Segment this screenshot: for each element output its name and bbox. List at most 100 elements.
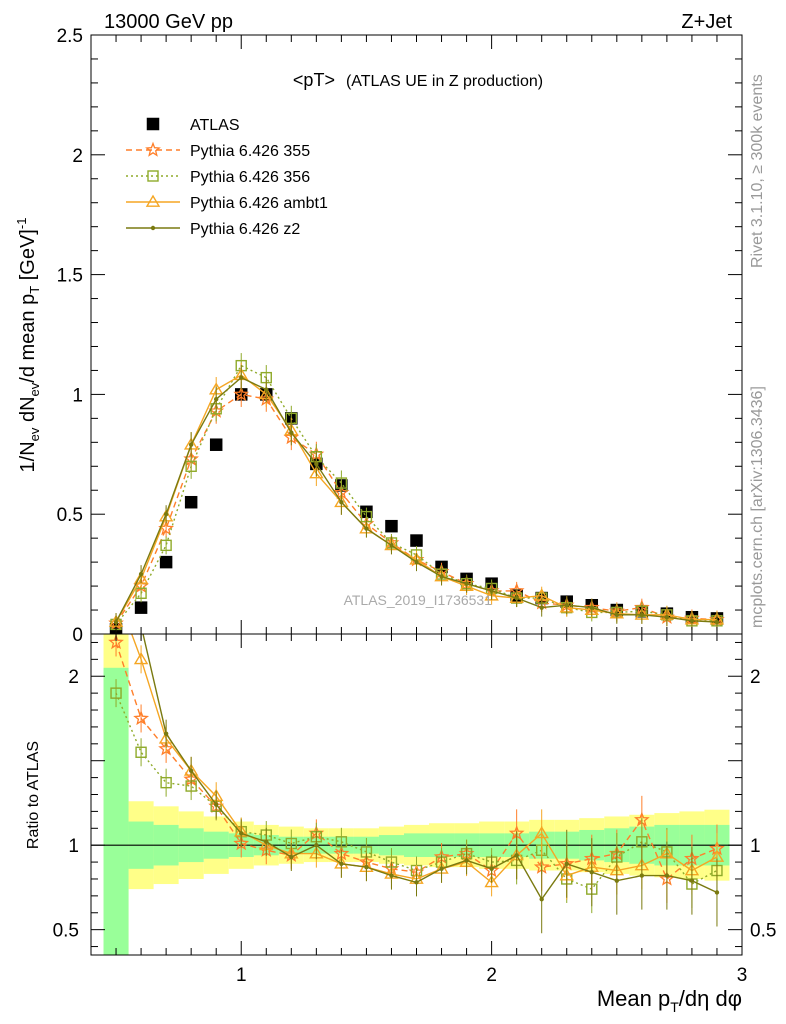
series-1-point [233,386,250,402]
ratio-series-3-point [239,831,244,836]
series-2-point [135,587,147,599]
series-0-point [385,519,398,533]
legend-item-0: ATLAS [146,117,240,134]
legend-item-2: Pythia 6.426 356 [126,169,310,186]
series-4-point [213,396,219,402]
legend-item-3: Pythia 6.426 ambt1 [126,194,328,212]
ratio-series-3-point [489,866,494,872]
side-label-bottom: mcplots.cern.ch [arXiv:1306.3436] [749,386,766,628]
series-2-line [115,364,717,625]
ratio-series-3-point [689,878,695,883]
series-3-line [115,374,717,623]
ratio-series-3-point [213,802,219,807]
ratio-series-2-point [534,825,549,839]
header-right: Z+Jet [681,11,732,33]
ratio-y-tick-label: 2 [68,667,79,688]
series-4-point [514,595,519,601]
main-y-tick-label: 1.5 [57,266,83,287]
series-4-point [589,605,594,610]
main-y-tick-label: 2 [72,146,83,167]
series-4-point [564,603,569,608]
ratio-band-outer [103,634,730,955]
watermark: ATLAS_2019_I1736531 [344,592,493,608]
series-4-point [464,581,469,586]
series-4-point [339,500,344,505]
ratio-series-3-point [639,873,645,878]
series-4-point [364,526,369,531]
x-tick-label: 2 [486,965,497,986]
series-4-point [664,615,670,620]
ratio-series-0-point [108,634,124,650]
main-y-label: 1/Nev dNev/d mean pT [GeV]-1 [14,218,42,473]
main-axes: 0 0.5 1 1.5 2 2.5 [57,26,743,646]
main-y-tick-label: 0.5 [57,505,83,526]
series-4-point [389,543,394,548]
series-4-point [289,430,294,435]
series-4-point [113,619,119,625]
ratio-series-0-point [133,710,150,726]
main-y-tick-label: 0 [72,625,83,646]
series-4-point [188,442,194,447]
ratio-series-1-point [135,746,147,758]
ratio-data-layer [91,634,742,955]
main-y-tick-label: 1 [72,385,83,406]
ratio-series-3-point [589,870,594,875]
ratio-y-tick-label: 1 [68,836,79,857]
series-1-line [115,393,718,624]
ratio-series-3-group [140,634,720,934]
series-0-point [184,495,198,509]
series-4-point [264,387,269,392]
ratio-series-3-point [289,854,294,860]
ratio-band-inner-bin [103,667,129,955]
ratio-series-3-point [714,890,720,895]
ratio-y-tick-label-right: 0.5 [750,921,776,942]
series-4-point [714,619,720,625]
ratio-series-3-point [314,842,319,848]
series-0-point [159,555,173,569]
legend-marker [150,225,156,231]
legend-item-4: Pythia 6.426 z2 [126,221,300,238]
ratio-series-3-point [464,858,469,863]
x-tick-label: 1 [236,965,247,986]
legend-label: ATLAS [190,117,240,134]
ratio-frame [90,633,743,956]
series-4-line [115,376,718,623]
main-title: <pT> [293,70,335,90]
main-plot-panel: 0 0.5 1 1.5 2 2.5 <pT> (ATLAS UE in Z product… [14,26,743,646]
series-4-point [314,461,319,467]
legend-label: Pythia 6.426 356 [190,169,310,186]
legend-marker [147,170,159,182]
ratio-series-1-point [335,836,348,848]
legend-label: Pythia 6.426 355 [190,143,310,160]
ratio-series-3-point [664,873,670,878]
ratio-series-3-point [364,864,369,870]
ratio-series-3-point [339,861,344,866]
legend-item-1: Pythia 6.426 355 [126,141,310,160]
legend: ATLAS Pythia 6.426 355 Pythia 6.426 356 Pyt… [126,117,328,238]
series-2-point [160,539,172,552]
series-2-point [335,477,348,489]
ratio-y-label: Ratio to ATLAS [25,741,42,849]
ratio-series-3-point [188,768,194,774]
main-y-tick-label: 2.5 [57,26,83,47]
ratio-series-2-point [484,874,499,888]
series-4-point [414,559,419,565]
ratio-series-3-point [514,853,519,858]
series-4-point [689,618,695,624]
series-3-point [309,466,324,479]
side-label-top: Rivet 3.1.10, ≥ 300k events [749,74,766,268]
main-data-layer [108,353,725,636]
ratio-series-3-point [264,839,269,845]
legend-label: Pythia 6.426 ambt1 [190,195,328,212]
series-4-point [239,375,244,380]
legend-marker [145,194,161,207]
series-4-point [439,574,444,579]
series-0-point [410,534,423,547]
legend-marker [146,117,160,131]
ratio-series-1-point [160,776,172,789]
series-4-point [138,571,144,577]
series-4-point [639,612,645,618]
ratio-series-3-point [389,873,394,878]
series-4-point [539,605,544,610]
